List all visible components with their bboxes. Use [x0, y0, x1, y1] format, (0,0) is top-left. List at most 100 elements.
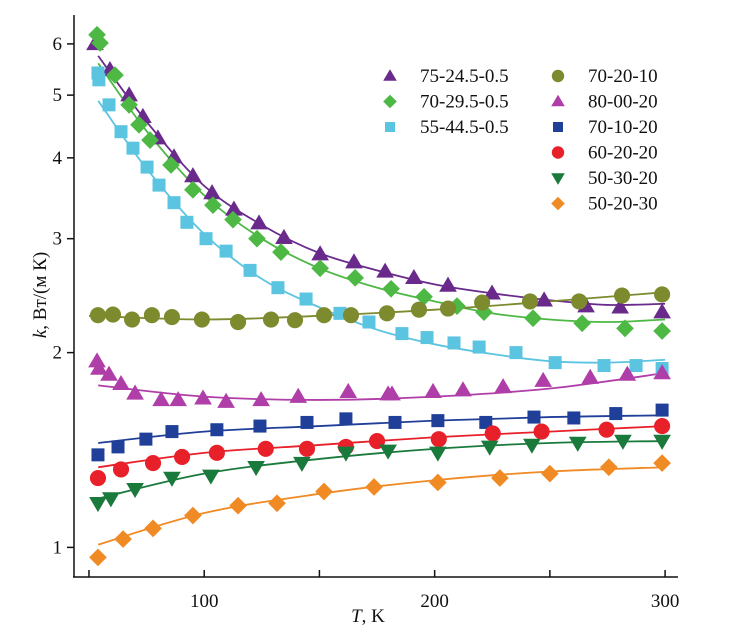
- series-70-10-20: [91, 403, 669, 462]
- series-55-44_5-0_5: [91, 66, 669, 376]
- data-point-70-20-10: [143, 307, 160, 324]
- data-point-60-20-20: [598, 421, 615, 438]
- data-point-55-44_5-0_5: [362, 315, 376, 329]
- x-tick-label: 300: [651, 591, 680, 612]
- data-point-50-20-30: [315, 482, 333, 501]
- data-point-70-29_5-0_5: [120, 96, 138, 114]
- data-point-50-30-20: [480, 440, 499, 456]
- data-point-55-44_5-0_5: [219, 244, 233, 258]
- legend-marker-50-30-20: [551, 173, 565, 185]
- data-point-70-10-20: [609, 407, 623, 421]
- y-tick-label: 5: [53, 85, 63, 106]
- x-tick-label: 100: [190, 591, 219, 612]
- data-point-80-00-20: [169, 391, 188, 407]
- data-point-70-20-10: [163, 308, 180, 326]
- data-point-50-30-20: [102, 492, 120, 508]
- data-point-75-24_5-0_5: [535, 291, 553, 307]
- data-point-70-20-10: [230, 313, 247, 331]
- legend-item-70-20-10: 70-20-10: [551, 66, 658, 87]
- data-point-80-00-20: [618, 365, 637, 381]
- data-point-70-20-10: [286, 312, 304, 329]
- data-point-50-20-30: [491, 469, 509, 487]
- y-tick-label: 1: [53, 537, 63, 558]
- fit-line-70-29_5-0_5: [97, 62, 666, 323]
- data-point-55-44_5-0_5: [472, 340, 486, 354]
- data-point-70-10-20: [300, 415, 314, 429]
- y-ticks: 1 2 3 4 5 6: [53, 34, 74, 558]
- legend-label: 60-20-20: [588, 143, 658, 164]
- series-70-29_5-0_5: [88, 25, 671, 340]
- data-point-50-30-20: [337, 446, 355, 462]
- data-point-55-44_5-0_5: [243, 263, 257, 277]
- data-point-70-29_5-0_5: [272, 243, 290, 261]
- data-point-80-00-20: [653, 364, 671, 380]
- data-point-50-30-20: [614, 434, 632, 450]
- series-70-20-10: [89, 286, 671, 331]
- data-point-70-29_5-0_5: [573, 314, 591, 333]
- data-point-70-10-20: [655, 403, 669, 417]
- legend-label: 70-10-20: [588, 117, 658, 138]
- data-point-60-20-20: [533, 423, 550, 440]
- data-point-70-20-10: [654, 286, 671, 303]
- data-point-60-20-20: [208, 444, 225, 461]
- data-point-70-20-10: [342, 307, 360, 324]
- legend-marker-70-29_5-0_5: [383, 94, 397, 109]
- data-point-50-30-20: [126, 482, 144, 499]
- data-point-50-30-20: [653, 434, 671, 450]
- data-point-50-30-20: [247, 461, 265, 477]
- data-point-50-20-30: [144, 519, 162, 538]
- data-point-60-20-20: [430, 431, 447, 448]
- legend-item-70-29_5-0_5: 70-29.5-0.5: [383, 92, 509, 113]
- data-point-70-29_5-0_5: [106, 66, 124, 84]
- data-point-55-44_5-0_5: [420, 331, 434, 345]
- data-point-55-44_5-0_5: [126, 141, 140, 155]
- data-point-50-30-20: [429, 446, 447, 462]
- data-point-55-44_5-0_5: [548, 356, 562, 370]
- data-point-50-30-20: [163, 471, 181, 487]
- data-point-50-30-20: [523, 438, 541, 454]
- data-point-80-00-20: [424, 382, 442, 398]
- series-60-20-20: [89, 418, 671, 487]
- x-ticks: 100 200 300: [88, 570, 680, 612]
- legend-label: 70-29.5-0.5: [420, 92, 509, 113]
- data-point-55-44_5-0_5: [152, 178, 166, 192]
- data-point-80-00-20: [100, 365, 118, 381]
- data-point-70-20-10: [613, 287, 631, 304]
- legend-item-80-00-20: 80-00-20: [551, 92, 658, 113]
- data-point-70-29_5-0_5: [224, 210, 242, 229]
- data-point-75-24_5-0_5: [120, 86, 138, 102]
- data-point-75-24_5-0_5: [345, 253, 363, 269]
- data-point-60-20-20: [112, 461, 130, 478]
- data-point-70-29_5-0_5: [91, 34, 109, 52]
- data-point-60-20-20: [144, 455, 162, 472]
- data-point-55-44_5-0_5: [92, 73, 106, 87]
- data-point-70-20-10: [89, 307, 107, 324]
- data-point-75-24_5-0_5: [611, 298, 629, 314]
- data-point-55-44_5-0_5: [509, 346, 523, 360]
- data-point-70-29_5-0_5: [162, 156, 180, 174]
- x-axis-title: T, K: [351, 606, 385, 627]
- data-point-70-20-10: [193, 311, 210, 328]
- data-point-80-00-20: [152, 391, 170, 407]
- data-point-70-20-10: [410, 301, 428, 318]
- data-point-50-20-30: [365, 478, 383, 496]
- data-point-70-29_5-0_5: [130, 115, 148, 134]
- data-point-55-44_5-0_5: [395, 327, 409, 341]
- data-point-75-24_5-0_5: [203, 184, 221, 200]
- data-point-75-24_5-0_5: [311, 245, 329, 261]
- data-point-50-30-20: [568, 436, 587, 452]
- fit-line-50-30-20: [97, 440, 666, 500]
- data-point-70-10-20: [479, 415, 493, 429]
- legend-marker-75-24_5-0_5: [383, 69, 397, 81]
- data-point-75-24_5-0_5: [225, 200, 243, 216]
- fit-line-70-10-20: [98, 414, 666, 444]
- data-point-50-20-30: [114, 530, 132, 548]
- data-point-70-10-20: [165, 425, 179, 439]
- data-point-75-24_5-0_5: [653, 303, 671, 319]
- data-point-80-00-20: [494, 378, 512, 394]
- data-point-70-10-20: [91, 448, 105, 462]
- legend-label: 50-30-20: [588, 168, 658, 189]
- legend-label: 80-00-20: [588, 92, 658, 113]
- data-point-70-29_5-0_5: [524, 309, 542, 328]
- data-point-55-44_5-0_5: [271, 281, 285, 295]
